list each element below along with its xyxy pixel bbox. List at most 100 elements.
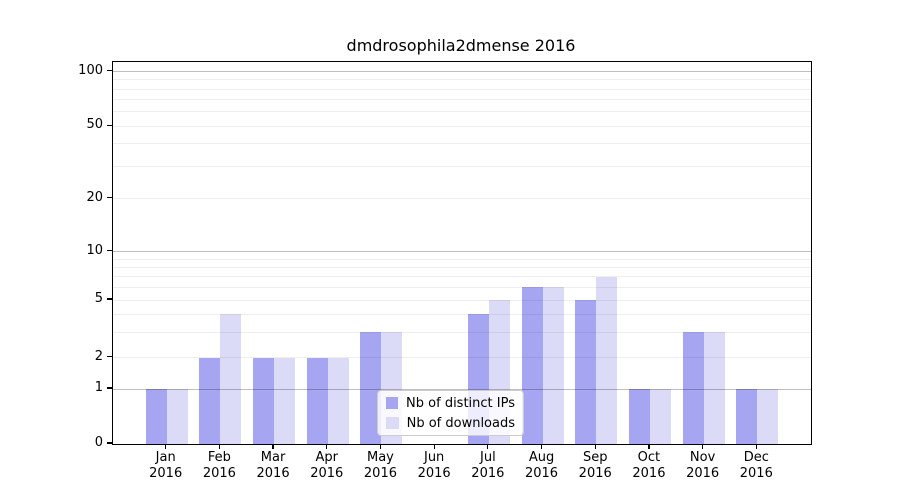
x-tick-label-jan: Jan 2016 <box>136 450 196 482</box>
x-tick-label-oct: Oct 2016 <box>619 450 679 482</box>
x-tick-sublabel-jul: 2016 <box>471 466 505 481</box>
gridline-minor-3 <box>113 331 811 333</box>
gridline-minor-30 <box>113 166 811 168</box>
x-tick-mar <box>272 444 274 449</box>
bar-sep-downloads <box>596 276 618 444</box>
bar-mar-distinct-ips <box>253 357 275 444</box>
y-tick-5 <box>107 298 112 300</box>
x-tick-label-apr: Apr 2016 <box>297 450 357 482</box>
chart-title: dmdrosophila2dmense 2016 <box>346 36 576 55</box>
bar-apr-downloads <box>327 357 349 444</box>
y-tick-label-50: 50 <box>86 117 103 133</box>
y-tick-label-1: 1 <box>94 380 103 395</box>
x-tick-label-aug: Aug 2016 <box>512 450 572 482</box>
x-tick-oct <box>648 444 650 449</box>
legend-label-downloads: Nb of downloads <box>406 415 515 431</box>
bar-nov-downloads <box>703 332 725 444</box>
legend-swatch-distinct-ips-icon <box>386 397 399 409</box>
x-tick-label-jun: Jun 2016 <box>404 450 464 482</box>
bar-feb-downloads <box>220 314 242 444</box>
gridline-minor-50 <box>113 125 811 127</box>
bar-oct-distinct-ips <box>628 389 650 444</box>
bar-nov-distinct-ips <box>682 332 704 444</box>
y-tick-label-2: 2 <box>94 348 103 364</box>
x-tick-jan <box>165 444 167 449</box>
y-tick-10 <box>107 250 112 252</box>
x-tick-label-sep: Sep 2016 <box>565 450 625 482</box>
bar-aug-distinct-ips <box>521 287 543 444</box>
gridline-minor-5 <box>113 299 811 301</box>
bar-dec-downloads <box>757 389 779 444</box>
x-tick-label-feb: Feb 2016 <box>189 450 249 482</box>
gridline-major-100 <box>113 71 811 73</box>
x-tick-label-dec: Dec 2016 <box>726 450 786 482</box>
x-tick-sublabel-nov: 2016 <box>686 466 720 481</box>
gridline-minor-40 <box>113 143 811 145</box>
bar-jan-distinct-ips <box>145 389 167 444</box>
bar-sep-distinct-ips <box>575 300 597 444</box>
x-tick-feb <box>218 444 220 449</box>
y-tick-label-5: 5 <box>94 291 103 306</box>
y-tick-1 <box>107 387 112 389</box>
x-tick-may <box>379 444 382 449</box>
legend: Nb of distinct IPs Nb of downloads <box>377 390 524 436</box>
x-tick-sublabel-apr: 2016 <box>310 466 344 481</box>
legend-swatch-downloads-icon <box>386 417 399 429</box>
gridline-minor-80 <box>113 88 811 90</box>
x-tick-nov <box>702 444 704 449</box>
x-tick-jul <box>487 444 489 449</box>
bar-dec-distinct-ips <box>736 389 758 444</box>
bar-feb-distinct-ips <box>199 357 221 444</box>
gridline-minor-4 <box>113 313 811 315</box>
x-tick-sublabel-may: 2016 <box>363 466 397 481</box>
gridline-minor-20 <box>113 198 811 200</box>
y-tick-label-20: 20 <box>86 189 103 205</box>
y-tick-50 <box>107 124 112 126</box>
y-tick-label-100: 100 <box>78 62 103 78</box>
gridline-minor-60 <box>113 111 811 113</box>
bar-jan-downloads <box>166 389 188 444</box>
x-tick-dec <box>755 444 757 449</box>
x-tick-sublabel-dec: 2016 <box>739 466 773 481</box>
gridline-minor-90 <box>113 79 811 81</box>
x-tick-label-mar: Mar 2016 <box>243 450 303 482</box>
x-tick-jun <box>433 444 435 449</box>
bar-oct-downloads <box>649 389 671 444</box>
x-tick-sublabel-jan: 2016 <box>149 466 183 481</box>
legend-label-distinct-ips: Nb of distinct IPs <box>406 395 515 411</box>
gridline-minor-2 <box>113 357 811 359</box>
bar-mar-downloads <box>274 357 296 444</box>
y-tick-100 <box>107 70 112 72</box>
gridline-major-10 <box>113 251 811 253</box>
bar-may-distinct-ips <box>360 332 382 444</box>
gridline-minor-7 <box>113 276 811 278</box>
bar-aug-downloads <box>542 287 564 444</box>
x-tick-sep <box>594 444 596 449</box>
bar-apr-distinct-ips <box>306 357 328 444</box>
x-tick-sublabel-oct: 2016 <box>632 466 666 481</box>
y-tick-label-10: 10 <box>86 242 103 258</box>
x-tick-sublabel-feb: 2016 <box>202 466 236 481</box>
legend-item-downloads: Nb of downloads <box>386 416 515 431</box>
legend-item-distinct-ips: Nb of distinct IPs <box>386 396 515 411</box>
gridline-minor-8 <box>113 266 811 268</box>
gridline-major-1 <box>113 388 811 390</box>
x-tick-aug <box>540 444 543 449</box>
x-tick-sublabel-mar: 2016 <box>256 466 290 481</box>
x-tick-sublabel-sep: 2016 <box>578 466 612 481</box>
y-tick-2 <box>107 356 112 358</box>
x-tick-sublabel-jun: 2016 <box>417 466 451 481</box>
gridline-minor-6 <box>113 286 811 288</box>
gridline-minor-9 <box>113 258 811 260</box>
gridline-minor-70 <box>113 99 811 101</box>
y-tick-label-0: 0 <box>94 435 103 450</box>
x-tick-apr <box>326 444 328 449</box>
y-tick-0 <box>107 442 112 444</box>
plot-area <box>112 61 812 445</box>
x-tick-label-nov: Nov 2016 <box>673 450 733 482</box>
x-tick-label-may: May 2016 <box>350 450 410 482</box>
y-tick-20 <box>107 197 112 199</box>
x-tick-label-jul: Jul 2016 <box>458 450 518 482</box>
x-tick-sublabel-aug: 2016 <box>524 466 559 481</box>
